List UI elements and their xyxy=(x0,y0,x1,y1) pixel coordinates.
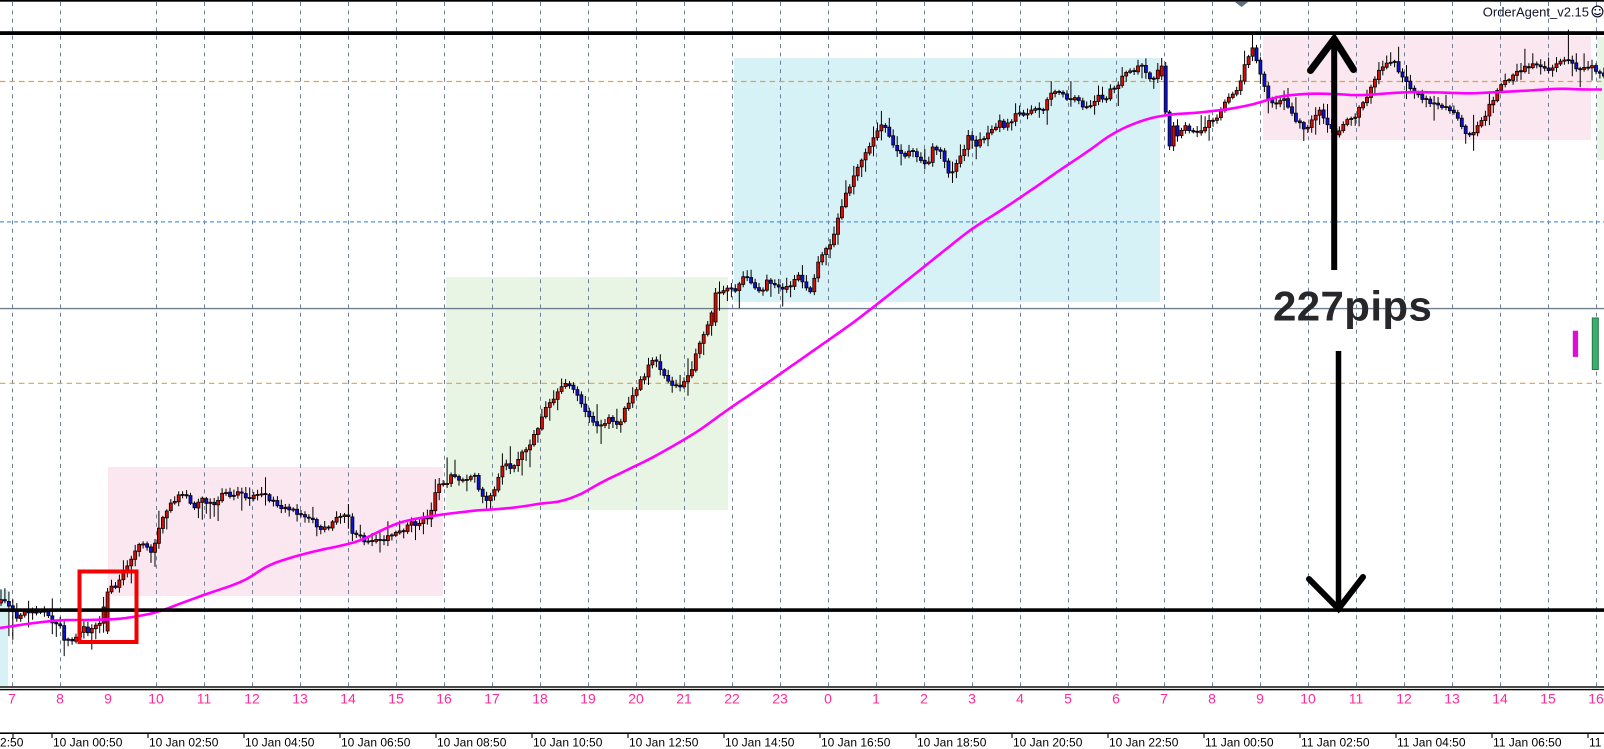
svg-text:8: 8 xyxy=(1208,691,1216,707)
svg-text:12: 12 xyxy=(1396,691,1412,707)
svg-text:10 Jan 10:50: 10 Jan 10:50 xyxy=(533,736,603,749)
svg-text:10: 10 xyxy=(1300,691,1316,707)
svg-text:11 Jan 04:50: 11 Jan 04:50 xyxy=(1397,736,1466,749)
svg-text:23: 23 xyxy=(772,691,788,707)
svg-text:0: 0 xyxy=(824,691,832,707)
svg-text:15: 15 xyxy=(1540,691,1556,707)
svg-text:8: 8 xyxy=(56,691,64,707)
svg-text:10 Jan 18:50: 10 Jan 18:50 xyxy=(917,736,987,749)
svg-text:17: 17 xyxy=(484,691,500,707)
svg-text:10 Jan 08:50: 10 Jan 08:50 xyxy=(437,736,507,749)
svg-text:11 Jan 08:50: 11 Jan 08:50 xyxy=(1589,736,1604,749)
svg-text:10 Jan 12:50: 10 Jan 12:50 xyxy=(629,736,699,749)
svg-text:15: 15 xyxy=(388,691,404,707)
svg-text:12: 12 xyxy=(244,691,260,707)
svg-text:09 Jan 22:50: 09 Jan 22:50 xyxy=(0,736,24,749)
svg-text:10 Jan 22:50: 10 Jan 22:50 xyxy=(1109,736,1179,749)
svg-text:11 Jan 02:50: 11 Jan 02:50 xyxy=(1301,736,1370,749)
svg-text:OrderAgent_v2.15: OrderAgent_v2.15 xyxy=(1483,5,1589,20)
svg-text:13: 13 xyxy=(292,691,308,707)
svg-text:6: 6 xyxy=(1112,691,1120,707)
svg-text:10 Jan 14:50: 10 Jan 14:50 xyxy=(725,736,795,749)
svg-text:11: 11 xyxy=(197,691,212,707)
svg-text:3: 3 xyxy=(968,691,976,707)
svg-text:20: 20 xyxy=(628,691,644,707)
svg-text:11: 11 xyxy=(1349,691,1364,707)
svg-text:10 Jan 00:50: 10 Jan 00:50 xyxy=(53,736,123,749)
svg-text:19: 19 xyxy=(580,691,596,707)
svg-text:11 Jan 06:50: 11 Jan 06:50 xyxy=(1493,736,1562,749)
svg-text:10 Jan 02:50: 10 Jan 02:50 xyxy=(149,736,219,749)
svg-text:10: 10 xyxy=(148,691,164,707)
svg-text:227pips: 227pips xyxy=(1273,283,1432,330)
svg-text:14: 14 xyxy=(1492,691,1508,707)
svg-text:9: 9 xyxy=(104,691,112,707)
svg-text:10 Jan 16:50: 10 Jan 16:50 xyxy=(821,736,891,749)
svg-text:21: 21 xyxy=(676,691,692,707)
svg-text:10 Jan 04:50: 10 Jan 04:50 xyxy=(245,736,315,749)
svg-text:16: 16 xyxy=(1588,691,1604,707)
svg-text:10 Jan 06:50: 10 Jan 06:50 xyxy=(341,736,411,749)
svg-text:9: 9 xyxy=(1256,691,1264,707)
svg-text:10 Jan 20:50: 10 Jan 20:50 xyxy=(1013,736,1083,749)
svg-text:16: 16 xyxy=(436,691,452,707)
svg-text:5: 5 xyxy=(1064,691,1072,707)
svg-text:7: 7 xyxy=(1160,691,1168,707)
svg-text:7: 7 xyxy=(8,691,16,707)
svg-text:1: 1 xyxy=(872,691,880,707)
svg-text:13: 13 xyxy=(1444,691,1460,707)
svg-text:2: 2 xyxy=(920,691,928,707)
svg-text:22: 22 xyxy=(724,691,740,707)
svg-text:4: 4 xyxy=(1016,691,1024,707)
svg-text:18: 18 xyxy=(532,691,548,707)
svg-text:14: 14 xyxy=(340,691,356,707)
svg-text:11 Jan 00:50: 11 Jan 00:50 xyxy=(1205,736,1274,749)
